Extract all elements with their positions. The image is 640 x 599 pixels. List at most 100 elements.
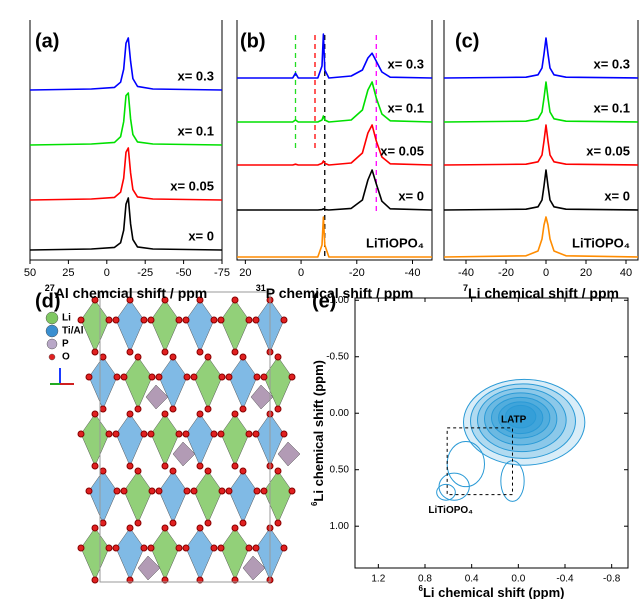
spectrum [237,33,433,79]
polyhedron [277,441,301,467]
y-tick-label: -0.50 [326,351,349,362]
oxygen-atom [169,519,177,527]
legend-swatch [45,311,59,325]
polyhedron [228,470,258,524]
contour [491,396,551,439]
oxygen-atom [183,487,191,495]
oxygen-atom [204,405,212,413]
series-label: LiTiOPO₄ [572,235,630,250]
oxygen-atom [252,544,260,552]
oxygen-atom [196,524,204,532]
oxygen-atom [113,487,121,495]
oxygen-atom [217,316,225,324]
label-text: P chemical shift / ppm [266,285,414,301]
polyhedron [115,413,145,467]
oxygen-atom [134,467,142,475]
oxygen-atom [169,353,177,361]
oxygen-atom [245,430,253,438]
x-axis-label: 27Al chemcial shift / ppm [45,283,208,300]
oxygen-atom [253,373,261,381]
oxygen-atom [210,544,218,552]
oxygen-atom [210,430,218,438]
oxygen-atom [245,544,253,552]
oxygen-atom [196,296,204,304]
series-label: x= 0.3 [593,56,630,71]
spectrum [29,147,223,201]
y-tick-label: -1.00 [326,295,349,306]
contour [463,378,586,466]
oxygen-atom [91,410,99,418]
oxygen-atom [112,544,120,552]
oxygen-atom [218,487,226,495]
polyhedron [193,356,223,410]
oxygen-atom [274,353,282,361]
oxygen-atom [99,467,107,475]
series-label: x= 0.1 [177,123,214,138]
oxygen-atom [196,410,204,418]
oxygen-atom [239,405,247,413]
series-label: x= 0 [604,188,630,203]
label-text: Al chemcial shift / ppm [55,285,207,301]
legend-label: Ti/Al [62,326,84,337]
panel-label: (d) [35,290,61,312]
polyhedron [123,356,153,410]
x-tick-label: -75 [214,267,230,279]
legend-swatch [45,324,59,338]
x-tick-label: 40 [620,267,632,279]
x-tick-label: 0 [543,267,549,279]
oxygen-atom [245,316,253,324]
label-text: Li chemical shift (ppm) [423,585,565,599]
legend-label: P [62,339,69,350]
polyhedron [115,299,145,353]
oxygen-atom [239,353,247,361]
polyhedron [158,470,188,524]
oxygen-atom [182,544,190,552]
series-label: LiTiOPO₄ [366,235,424,250]
oxygen-atom [196,462,204,470]
polyhedron [263,470,293,524]
panel-label: (e) [312,290,336,312]
oxygen-atom [190,373,198,381]
label-superscript: 27 [45,283,55,293]
oxygen-atom [210,316,218,324]
oxygen-atom [85,373,93,381]
oxygen-atom [288,487,296,495]
legend-label: Li [62,313,71,324]
oxygen-atom [280,544,288,552]
contour [446,440,486,488]
oxygen-atom [148,487,156,495]
oxygen-atom [126,296,134,304]
oxygen-atom [161,410,169,418]
x-tick-label: 25 [62,267,74,279]
axis-frame [236,20,433,261]
oxygen-atom [252,430,260,438]
oxygen-atom [231,410,239,418]
oxygen-atom [134,353,142,361]
axis-frame [29,20,223,261]
spectrum [443,37,639,79]
oxygen-atom [253,487,261,495]
x-tick-label: -50 [176,267,192,279]
plot-frame [354,297,629,569]
contour [484,392,558,446]
polyhedron [220,413,250,467]
axis-frame [443,20,639,261]
spectrum [237,81,433,123]
oxygen-atom [140,430,148,438]
oxygen-atom [231,296,239,304]
oxygen-atom [155,487,163,495]
spectrum [237,216,432,258]
label-text: Li chemical shift (ppm) [311,360,326,502]
legend-swatch [46,338,58,350]
oxygen-atom [91,348,99,356]
oxygen-atom [91,296,99,304]
x-tick-label: -0.8 [603,574,621,585]
polyhedron [220,527,250,581]
oxygen-atom [126,462,134,470]
polyhedron [172,441,196,467]
spectrum [29,197,223,251]
oxygen-atom [91,576,99,584]
oxygen-atom [120,373,128,381]
label-superscript: 7 [463,283,468,293]
